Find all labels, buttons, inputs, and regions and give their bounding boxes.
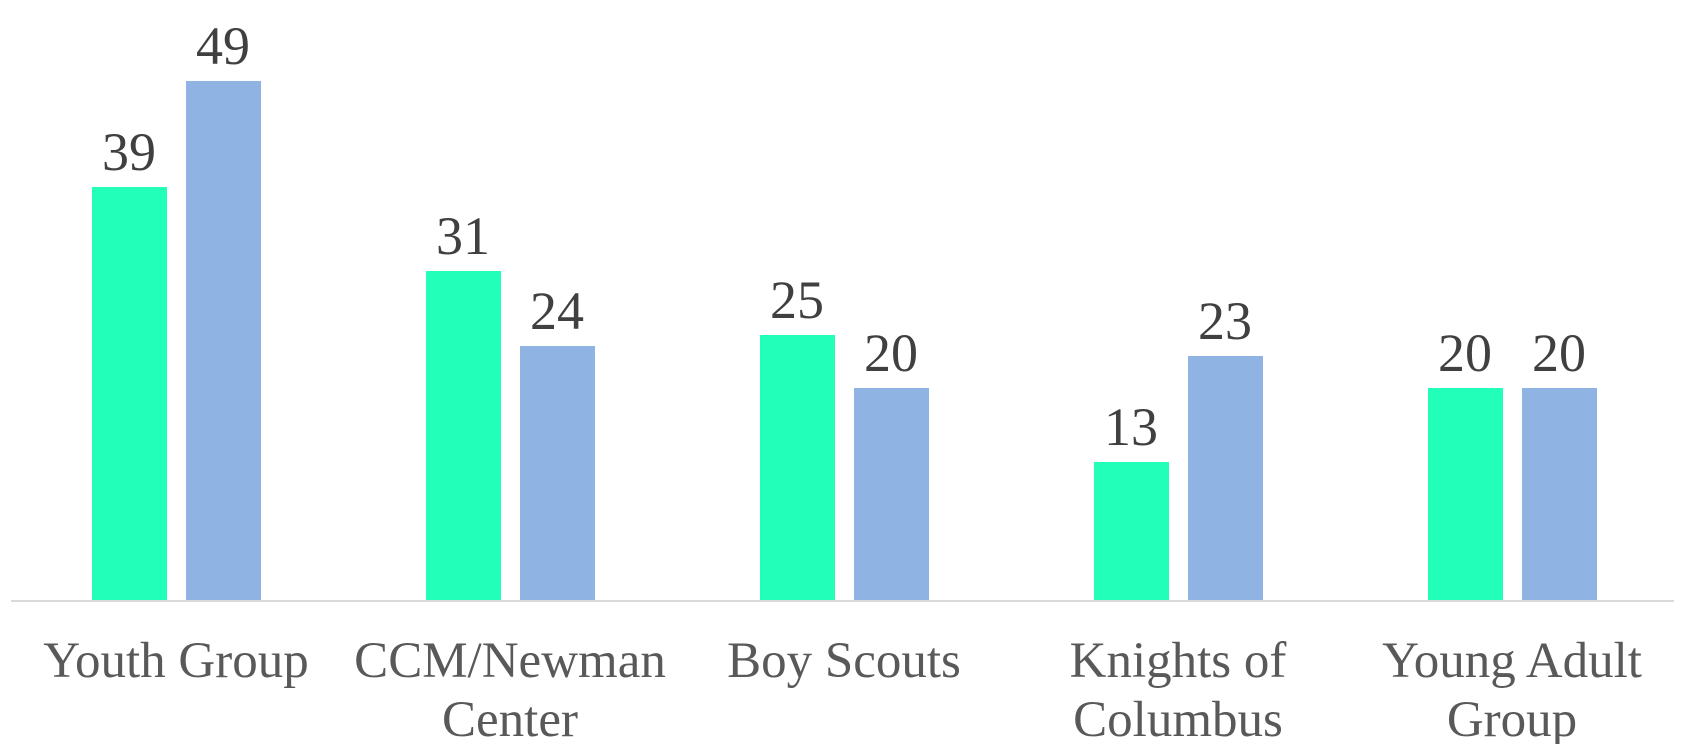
data-label: 23: [1198, 291, 1252, 352]
bar: [185, 80, 261, 600]
bar: [853, 388, 929, 600]
data-label: 25: [770, 270, 824, 330]
bar: [1521, 388, 1597, 600]
bar: [425, 271, 501, 600]
data-label: 24: [530, 280, 584, 341]
category-label: CCM/Newman Center: [354, 633, 666, 744]
bar: [1093, 462, 1169, 600]
bar: [1187, 356, 1263, 600]
data-label: 39: [102, 121, 156, 182]
category-label: Young Adult Group: [1382, 633, 1642, 744]
bar: [519, 345, 595, 600]
bar: [759, 335, 835, 600]
bar: [91, 186, 167, 600]
data-label: 31: [436, 206, 490, 267]
category-label: Knights of Columbus: [1069, 633, 1287, 744]
data-label: 20: [1438, 323, 1492, 383]
data-label: 20: [1532, 323, 1586, 383]
data-label: 20: [864, 323, 918, 383]
category-label: Boy Scouts: [727, 633, 961, 689]
bar: [1427, 388, 1503, 600]
baseline: [11, 600, 1674, 602]
data-label: 49: [196, 15, 250, 76]
category-label: Youth Group: [43, 633, 309, 689]
data-label: 13: [1104, 397, 1158, 458]
